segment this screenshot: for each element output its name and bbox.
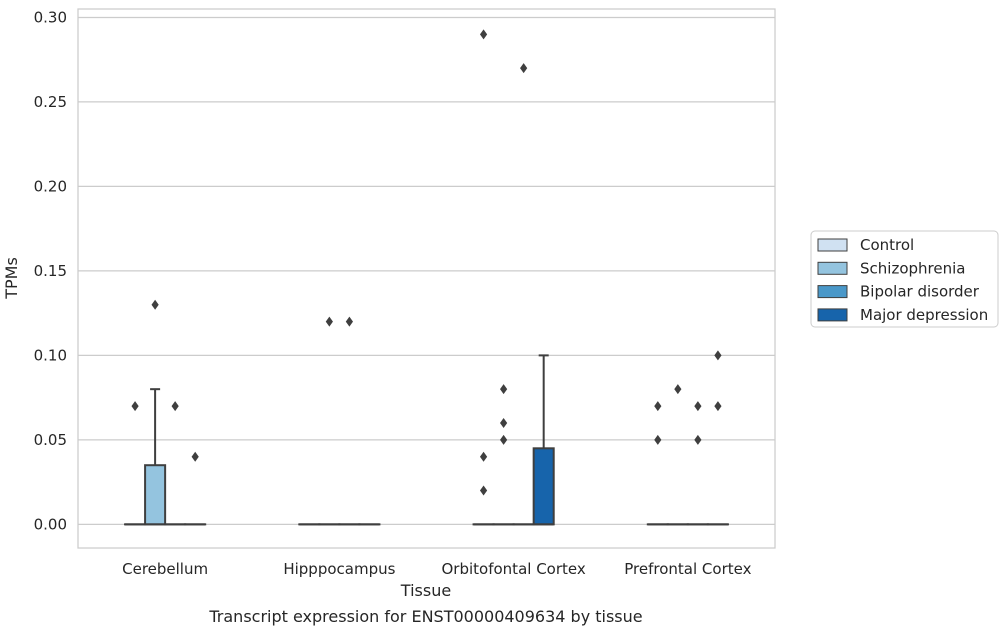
- x-tick-label: Orbitofontal Cortex: [442, 560, 586, 578]
- outlier-point: [654, 434, 662, 445]
- outlier-point: [479, 485, 488, 496]
- box: [338, 316, 361, 526]
- legend-swatch: [817, 308, 848, 322]
- series-schizophrenia: [144, 299, 689, 526]
- outlier-point: [500, 417, 508, 428]
- plot-area-frame: [77, 8, 776, 549]
- legend-frame: [810, 230, 999, 328]
- legend-label: Control: [860, 236, 914, 254]
- legend-swatch: [817, 261, 848, 275]
- outlier-point: [131, 401, 139, 412]
- gridlines: [78, 16, 775, 525]
- box: [184, 451, 207, 526]
- outlier-point: [479, 29, 488, 40]
- legend: Control Schizophrenia Bipolar disorder Majo…: [810, 230, 999, 328]
- legend-swatch: [817, 238, 848, 252]
- box: [532, 354, 555, 526]
- outlier-point: [714, 401, 722, 412]
- outlier-point: [694, 401, 702, 412]
- outlier-point: [500, 384, 508, 395]
- box-groups: [124, 29, 729, 526]
- box-body: [532, 447, 555, 526]
- x-axis-label: Tissue: [400, 581, 451, 600]
- box: [646, 401, 669, 526]
- outlier-point: [654, 401, 662, 412]
- y-axis-label: TPMs: [2, 257, 21, 300]
- box: [666, 384, 689, 526]
- box: [124, 401, 147, 526]
- y-axis-ticks: 0.00 0.05 0.10 0.15 0.20 0.25 0.30: [34, 8, 67, 533]
- outlier-point: [694, 434, 702, 445]
- x-tick-label: Prefrontal Cortex: [624, 560, 751, 578]
- chart-title: Transcript expression for ENST0000040963…: [208, 607, 642, 626]
- legend-label: Major depression: [860, 306, 988, 324]
- outlier-point: [500, 434, 508, 445]
- box: [492, 384, 515, 526]
- outlier-point: [674, 384, 682, 395]
- box: [164, 401, 187, 526]
- box: [686, 401, 709, 526]
- y-tick-label: 0.30: [34, 8, 67, 26]
- outlier-point: [191, 451, 199, 462]
- y-tick-label: 0.25: [34, 93, 67, 111]
- y-tick-label: 0.10: [34, 346, 67, 364]
- box: [318, 316, 341, 526]
- y-tick-label: 0.00: [34, 515, 67, 533]
- box: [472, 29, 495, 526]
- outlier-point: [520, 63, 528, 74]
- y-tick-label: 0.20: [34, 177, 67, 195]
- box: [144, 299, 167, 526]
- outlier-point: [345, 316, 353, 327]
- series-control: [124, 29, 669, 526]
- outlier-point: [714, 350, 722, 361]
- outlier-point: [151, 299, 159, 310]
- x-axis-ticks: Cerebellum Hipppocampus Orbitofontal Corte…: [122, 560, 751, 578]
- series-major-depression: [184, 350, 729, 526]
- outlier-point: [325, 316, 333, 327]
- legend-swatch: [817, 285, 848, 299]
- box: [512, 63, 535, 526]
- legend-label: Schizophrenia: [860, 259, 965, 277]
- box-body: [144, 464, 167, 526]
- x-tick-label: Cerebellum: [122, 560, 208, 578]
- outlier-point: [479, 451, 488, 462]
- x-tick-label: Hipppocampus: [283, 560, 395, 578]
- y-tick-label: 0.15: [34, 262, 67, 280]
- legend-label: Bipolar disorder: [860, 283, 980, 301]
- series-bipolar-disorder: [164, 63, 709, 526]
- outlier-point: [171, 401, 179, 412]
- box: [706, 350, 729, 526]
- y-tick-label: 0.05: [34, 431, 67, 449]
